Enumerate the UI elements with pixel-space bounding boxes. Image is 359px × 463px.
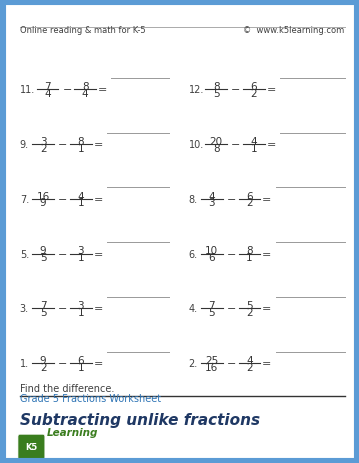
Text: −: −: [58, 249, 67, 259]
Text: 9.: 9.: [20, 140, 29, 150]
Text: K5: K5: [25, 442, 38, 451]
Text: 1: 1: [78, 252, 84, 263]
Text: 2: 2: [246, 198, 253, 208]
Text: 4: 4: [251, 137, 257, 147]
Text: 6: 6: [246, 191, 253, 201]
Text: 8: 8: [82, 82, 88, 92]
Text: −: −: [227, 249, 236, 259]
Text: =: =: [93, 358, 103, 369]
Text: 1: 1: [78, 362, 84, 372]
Text: −: −: [62, 85, 72, 95]
Text: 8: 8: [246, 246, 253, 256]
Text: 2: 2: [251, 88, 257, 99]
Text: 3: 3: [209, 198, 215, 208]
Text: 1: 1: [251, 143, 257, 153]
Text: 8: 8: [78, 137, 84, 147]
Text: 7: 7: [44, 82, 51, 92]
Text: 1: 1: [78, 307, 84, 317]
Text: −: −: [58, 194, 67, 205]
Text: 1: 1: [78, 143, 84, 153]
Text: =: =: [262, 304, 271, 314]
Text: 4: 4: [78, 191, 84, 201]
Text: 10.: 10.: [188, 140, 204, 150]
Text: −: −: [231, 140, 241, 150]
Text: 11.: 11.: [20, 85, 35, 95]
Text: 4: 4: [44, 88, 51, 99]
Text: 5.: 5.: [20, 249, 29, 259]
Text: =: =: [262, 249, 271, 259]
Text: =: =: [93, 304, 103, 314]
Text: 4: 4: [209, 191, 215, 201]
Text: 3.: 3.: [20, 304, 29, 314]
Text: 10: 10: [205, 246, 218, 256]
Text: 6: 6: [78, 355, 84, 365]
Text: Learning: Learning: [47, 427, 98, 438]
Text: 1.: 1.: [20, 358, 29, 369]
Text: =: =: [266, 140, 276, 150]
Text: =: =: [93, 249, 103, 259]
Text: Grade 5 Fractions Worksheet: Grade 5 Fractions Worksheet: [20, 394, 161, 404]
Text: =: =: [93, 140, 103, 150]
Text: 5: 5: [40, 252, 46, 263]
Text: 6.: 6.: [188, 249, 197, 259]
Text: =: =: [262, 358, 271, 369]
Text: 8.: 8.: [188, 194, 197, 205]
Text: 16: 16: [37, 191, 50, 201]
Text: 2.: 2.: [188, 358, 198, 369]
Text: 25: 25: [205, 355, 218, 365]
Text: 2: 2: [40, 143, 46, 153]
Text: 2: 2: [246, 362, 253, 372]
Text: 3: 3: [78, 300, 84, 311]
Text: =: =: [98, 85, 107, 95]
Text: 3: 3: [40, 137, 46, 147]
Text: 7.: 7.: [20, 194, 29, 205]
Text: 8: 8: [213, 143, 219, 153]
Text: 6: 6: [251, 82, 257, 92]
Text: 7: 7: [40, 300, 46, 311]
Text: −: −: [58, 304, 67, 314]
Text: 7: 7: [209, 300, 215, 311]
Text: 5: 5: [40, 307, 46, 317]
Text: ©  www.k5learning.com: © www.k5learning.com: [243, 25, 345, 34]
Text: 6: 6: [209, 252, 215, 263]
Text: 16: 16: [205, 362, 218, 372]
Text: −: −: [58, 358, 67, 369]
Text: −: −: [227, 358, 236, 369]
Text: −: −: [231, 85, 241, 95]
Text: Subtracting unlike fractions: Subtracting unlike fractions: [20, 412, 260, 427]
Text: 5: 5: [246, 300, 253, 311]
Text: 4: 4: [246, 355, 253, 365]
Text: 2: 2: [246, 307, 253, 317]
Text: 5: 5: [213, 88, 219, 99]
Text: 9: 9: [40, 198, 46, 208]
Text: −: −: [227, 304, 236, 314]
Text: =: =: [93, 194, 103, 205]
Text: Online reading & math for K-5: Online reading & math for K-5: [20, 25, 145, 34]
Text: 5: 5: [209, 307, 215, 317]
Text: −: −: [227, 194, 236, 205]
Text: 2: 2: [40, 362, 46, 372]
Text: =: =: [266, 85, 276, 95]
Text: 9: 9: [40, 246, 46, 256]
Text: 4.: 4.: [188, 304, 197, 314]
Text: 1: 1: [246, 252, 253, 263]
Text: 9: 9: [40, 355, 46, 365]
Text: 4: 4: [82, 88, 88, 99]
Text: 12.: 12.: [188, 85, 204, 95]
Text: Find the difference.: Find the difference.: [20, 383, 114, 393]
Text: −: −: [58, 140, 67, 150]
Text: =: =: [262, 194, 271, 205]
Text: 1: 1: [78, 198, 84, 208]
Text: 3: 3: [78, 246, 84, 256]
FancyBboxPatch shape: [18, 434, 45, 460]
Text: 20: 20: [210, 137, 223, 147]
Text: 8: 8: [213, 82, 219, 92]
